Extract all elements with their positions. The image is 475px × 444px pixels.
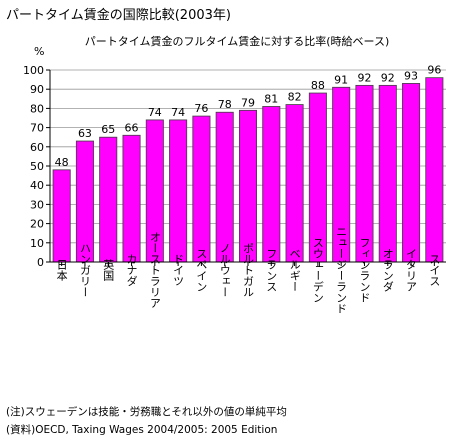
y-tick-label: 20 bbox=[30, 218, 44, 231]
bar-value-label: 74 bbox=[171, 106, 185, 119]
y-tick-labels: 0 10 20 30 40 50 60 70 80 90 100 bbox=[23, 64, 50, 269]
x-category-label: ノルウェー bbox=[218, 243, 231, 298]
bar bbox=[52, 169, 71, 263]
bar bbox=[99, 136, 118, 263]
y-tick-label: 90 bbox=[30, 83, 44, 96]
x-category-label: スイス bbox=[428, 254, 441, 287]
y-tick-label: 80 bbox=[30, 102, 44, 115]
bar-value-label: 92 bbox=[357, 71, 371, 84]
bar-value-label: 65 bbox=[101, 123, 115, 136]
bar-value-label: 66 bbox=[125, 121, 139, 134]
bar bbox=[262, 106, 281, 263]
bar-value-label: 48 bbox=[55, 156, 69, 169]
bar bbox=[378, 84, 397, 263]
bar-value-label: 93 bbox=[404, 69, 418, 82]
bar bbox=[355, 84, 374, 263]
x-category-labels: 日本 ハンガリー 英国 カナダ オーストラリア ドイツ スペイン ノルウェー ポルトガル フランス… bbox=[55, 226, 441, 314]
bar-value-label: 82 bbox=[288, 91, 302, 104]
x-category-label: 英国 bbox=[102, 258, 115, 282]
y-axis-unit: % bbox=[34, 45, 44, 58]
x-category-label: ニュージーランド bbox=[335, 226, 348, 314]
x-category-label: ポルトガル bbox=[242, 242, 255, 297]
bar bbox=[169, 119, 188, 263]
bar-value-label: 76 bbox=[194, 102, 208, 115]
x-category-label: オーストラリア bbox=[148, 231, 161, 308]
bar bbox=[192, 115, 211, 263]
chart-title: パートタイム賃金のフルタイム賃金に対する比率(時給ベース) bbox=[85, 34, 390, 48]
x-category-label: ベルギー bbox=[288, 248, 301, 292]
page-title: パートタイム賃金の国際比較(2003年) bbox=[6, 8, 231, 23]
y-tick-label: 60 bbox=[30, 141, 44, 154]
bar-value-labels: 48 63 65 66 74 74 76 78 79 81 82 88 91 92 92 93 96 bbox=[55, 64, 442, 169]
x-category-label: フィンランド bbox=[358, 237, 371, 303]
y-tick-label: 50 bbox=[30, 160, 44, 173]
bar bbox=[402, 83, 421, 263]
note-source: (資料)OECD, Taxing Wages 2004/2005: 2005 E… bbox=[6, 424, 278, 436]
bar-value-label: 63 bbox=[78, 127, 92, 140]
bar-value-label: 92 bbox=[381, 71, 395, 84]
bar-value-label: 81 bbox=[264, 92, 278, 105]
x-category-label: カナダ bbox=[125, 253, 138, 286]
bar bbox=[285, 104, 304, 263]
x-category-label: イタリア bbox=[405, 248, 418, 292]
y-tick-label: 40 bbox=[30, 179, 44, 192]
bar bbox=[122, 134, 141, 263]
y-tick-label: 30 bbox=[30, 198, 44, 211]
x-category-label: スウェーデン bbox=[311, 237, 324, 303]
x-category-label: 日本 bbox=[55, 259, 68, 282]
y-tick-label: 70 bbox=[30, 122, 44, 135]
y-tick-label: 0 bbox=[37, 256, 44, 269]
bar-value-label: 88 bbox=[311, 79, 325, 92]
bar-value-label: 91 bbox=[334, 73, 348, 86]
bar-value-label: 74 bbox=[148, 106, 162, 119]
bar bbox=[425, 77, 444, 263]
x-category-label: ドイツ bbox=[172, 254, 185, 287]
bar-value-label: 78 bbox=[218, 98, 232, 111]
bars bbox=[52, 77, 444, 263]
bar bbox=[215, 111, 234, 263]
x-category-label: オランダ bbox=[381, 248, 394, 292]
bar-chart: パートタイム賃金のフルタイム賃金に対する比率(時給ベース) % 0 10 20 30 4… bbox=[23, 34, 446, 314]
note-sweden: (注)スウェーデンは技能・労務職とそれ以外の値の単純平均 bbox=[6, 406, 287, 418]
bar-value-label: 96 bbox=[427, 64, 441, 77]
y-tick-label: 10 bbox=[30, 237, 44, 250]
x-category-label: ハンガリー bbox=[78, 243, 91, 298]
x-category-label: スペイン bbox=[195, 248, 208, 292]
bar bbox=[238, 109, 258, 263]
y-tick-label: 100 bbox=[23, 64, 44, 77]
x-category-label: フランス bbox=[265, 248, 278, 292]
bar-value-label: 79 bbox=[241, 96, 255, 109]
